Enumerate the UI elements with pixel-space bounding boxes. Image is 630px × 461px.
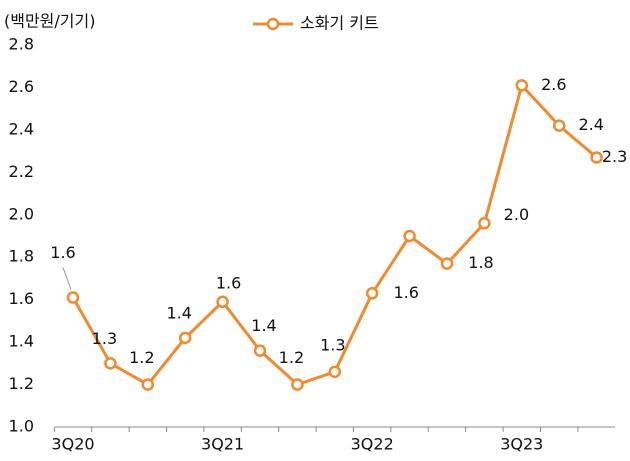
marker bbox=[478, 217, 491, 230]
x-tick-label: 3Q20 bbox=[51, 435, 94, 454]
y-tick-label: 2.6 bbox=[9, 77, 34, 96]
data-label: 2.6 bbox=[541, 75, 566, 94]
data-label: 1.2 bbox=[279, 348, 304, 367]
data-label: 1.6 bbox=[216, 273, 241, 292]
y-tick-label: 1.6 bbox=[9, 289, 34, 308]
y-tick-label: 1.8 bbox=[9, 247, 34, 266]
y-tick-label: 2.4 bbox=[9, 119, 34, 138]
data-label: 2.3 bbox=[602, 147, 627, 166]
data-label: 1.4 bbox=[166, 303, 191, 322]
x-tick-label: 3Q21 bbox=[201, 435, 244, 454]
marker bbox=[365, 287, 379, 300]
marker bbox=[104, 357, 117, 370]
marker bbox=[291, 378, 304, 391]
marker bbox=[552, 119, 566, 132]
x-tick-label: 3Q22 bbox=[351, 435, 394, 454]
y-tick-label: 1.4 bbox=[9, 332, 34, 351]
marker bbox=[178, 331, 192, 345]
marker bbox=[66, 291, 80, 304]
leader-line bbox=[62, 267, 72, 290]
y-tick-label: 2.2 bbox=[9, 162, 34, 181]
y-tick-label: 2.0 bbox=[9, 204, 34, 223]
marker bbox=[515, 79, 529, 92]
legend-marker bbox=[266, 17, 280, 31]
data-label: 1.6 bbox=[393, 283, 418, 302]
data-label: 1.3 bbox=[92, 329, 117, 348]
y-tick-label: 1.0 bbox=[9, 417, 34, 436]
data-label: 1.6 bbox=[50, 243, 75, 262]
legend-label: 소화기 키트 bbox=[300, 14, 379, 33]
data-label: 1.2 bbox=[129, 348, 154, 367]
marker bbox=[253, 344, 267, 357]
marker bbox=[328, 365, 342, 379]
marker bbox=[440, 257, 454, 270]
data-label: 1.4 bbox=[251, 316, 276, 335]
data-label: 2.4 bbox=[578, 115, 603, 134]
data-label: 1.8 bbox=[468, 253, 493, 272]
x-tick-label: 3Q23 bbox=[500, 435, 543, 454]
y-tick-label: 1.2 bbox=[9, 374, 34, 393]
marker bbox=[216, 295, 229, 309]
data-label: 1.3 bbox=[320, 335, 345, 354]
marker bbox=[403, 229, 416, 243]
marker bbox=[590, 151, 603, 164]
y-tick-label: 2.8 bbox=[9, 35, 34, 54]
y-axis-label: (백만원/기기) bbox=[4, 12, 95, 31]
marker bbox=[141, 378, 155, 391]
data-label: 2.0 bbox=[504, 205, 529, 224]
